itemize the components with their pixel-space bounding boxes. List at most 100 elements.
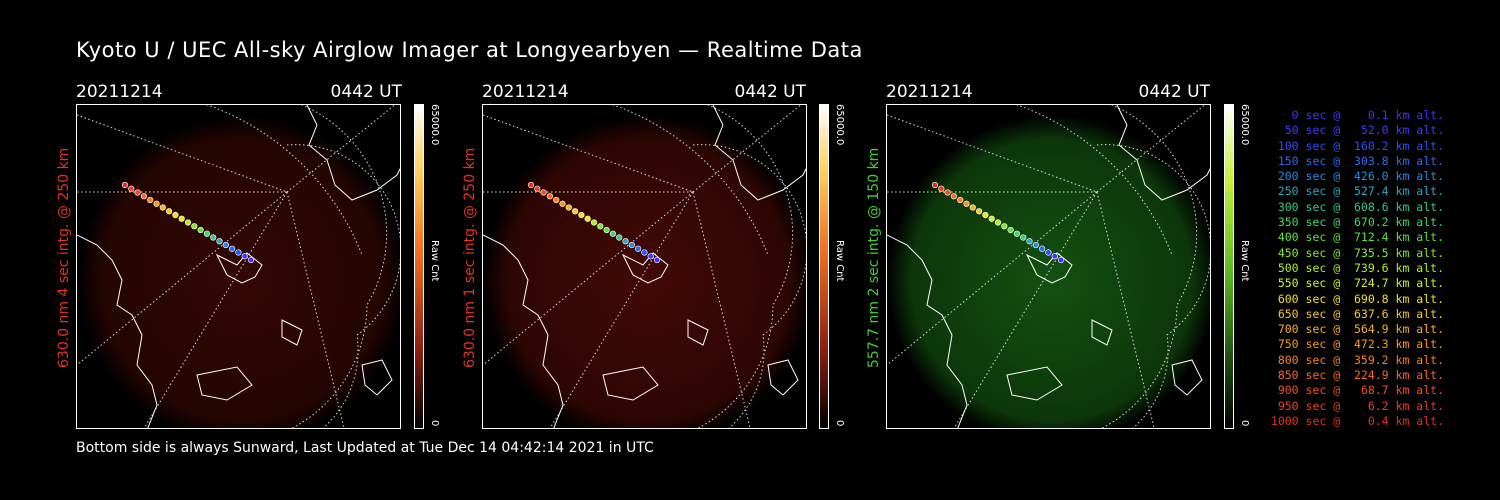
satellite-track-point: [184, 219, 192, 226]
satellite-track-point: [628, 241, 635, 249]
satellite-track-point: [963, 200, 970, 207]
satellite-track-point: [527, 181, 535, 189]
satellite-track-point: [203, 230, 210, 237]
sky-map: [887, 105, 1210, 428]
satellite-track-point: [635, 245, 642, 252]
panel-1-date: 20211214: [76, 82, 163, 102]
panel-1-wavelength-label: 630.0 nm 4 sec intg. @ 250 km: [56, 147, 72, 368]
satellite-track-point: [153, 200, 160, 207]
legend-row: 300 sec @ 608.6 km alt.: [1270, 199, 1444, 214]
legend-row: 150 sec @ 303.8 km alt.: [1270, 153, 1444, 168]
meridian: [692, 191, 751, 428]
legend-row: 800 sec @ 359.2 km alt.: [1270, 352, 1444, 367]
legend-row: 450 sec @ 735.5 km alt.: [1270, 245, 1444, 260]
satellite-track-point: [647, 253, 654, 260]
legend-row: 50 sec @ 52.0 km alt.: [1270, 123, 1444, 138]
satellite-track-point: [546, 193, 553, 200]
legend-row: 0 sec @ 0.1 km alt.: [1270, 108, 1444, 122]
coastline: [1006, 366, 1063, 401]
satellite-track-point: [140, 193, 147, 200]
coastline: [1091, 319, 1113, 346]
latitude-circle: [1096, 144, 1210, 428]
panel-2-colorbar: [819, 104, 829, 429]
legend-row: 100 sec @ 160.2 km alt.: [1270, 138, 1444, 153]
satellite-track-point: [241, 253, 248, 260]
satellite-track-point: [229, 245, 236, 252]
latitude-circle: [286, 144, 400, 428]
panel-1-image: [76, 104, 401, 429]
meridian: [1096, 191, 1155, 428]
panel-3-wavelength-label: 557.7 nm 2 sec intg. @ 150 km: [866, 147, 882, 368]
satellite-track-point: [1057, 256, 1065, 264]
satellite-track-point: [172, 211, 179, 219]
satellite-track-point: [247, 256, 255, 264]
satellite-track-point: [641, 249, 648, 256]
satellite-track-point: [988, 215, 995, 222]
panel-1-colorbar-min: 0: [429, 420, 440, 427]
satellite-track-point: [994, 219, 1002, 226]
legend-row: 650 sec @ 637.6 km alt.: [1270, 306, 1444, 321]
meridian: [286, 191, 345, 428]
coastline: [887, 234, 968, 428]
meridian: [143, 191, 288, 428]
satellite-track-point: [191, 223, 198, 230]
latitude-circle: [206, 105, 363, 256]
meridian: [483, 191, 694, 366]
meridian: [887, 191, 1098, 366]
satellite-track-point: [121, 181, 129, 189]
legend-row: 850 sec @ 224.9 km alt.: [1270, 368, 1444, 383]
legend-row: 700 sec @ 564.9 km alt.: [1270, 322, 1444, 337]
coastline: [215, 252, 263, 284]
panel-2-wavelength-label: 630.0 nm 1 sec intg. @ 250 km: [462, 147, 478, 368]
satellite-track-point: [235, 249, 242, 256]
coastline: [281, 319, 303, 346]
footer-note: Bottom side is always Sunward, Last Upda…: [76, 440, 654, 456]
satellite-track-point: [1045, 249, 1052, 256]
satellite-track-point: [540, 189, 547, 196]
satellite-track-point: [553, 196, 560, 204]
satellite-track-point: [603, 226, 610, 234]
legend-row: 900 sec @ 68.7 km alt.: [1270, 383, 1444, 398]
legend-row: 200 sec @ 426.0 km alt.: [1270, 169, 1444, 184]
satellite-track-point: [1032, 241, 1039, 249]
panel-2-image: [482, 104, 807, 429]
coastline: [1025, 252, 1073, 284]
coastline: [77, 234, 158, 428]
satellite-track-point: [1001, 223, 1008, 230]
altitude-legend: 0 sec @ 0.1 km alt. 50 sec @ 52.0 km alt…: [1262, 108, 1444, 429]
satellite-track-point: [178, 215, 185, 222]
panel-1-colorbar: [414, 104, 424, 429]
satellite-track-point: [982, 211, 989, 219]
satellite-track-point: [950, 193, 957, 200]
satellite-track-point: [197, 226, 204, 234]
meridian: [77, 191, 288, 366]
meridian: [1096, 105, 1206, 193]
panel-2-colorbar-unit: Raw Cnt: [834, 240, 845, 282]
satellite-track-point: [147, 196, 154, 204]
latitude-circle: [612, 105, 769, 256]
satellite-track-point: [159, 204, 166, 211]
legend-row: 1000 sec @ 0.4 km alt.: [1270, 413, 1444, 428]
legend-row: 500 sec @ 739.6 km alt.: [1270, 260, 1444, 275]
meridian: [692, 105, 802, 193]
coastline: [483, 234, 564, 428]
panel-2-colorbar-max: 65000.0: [834, 104, 845, 146]
satellite-track-point: [622, 238, 629, 245]
coastline: [306, 105, 400, 201]
sky-map: [77, 105, 400, 428]
panel-2-date: 20211214: [482, 82, 569, 102]
satellite-track-point: [1039, 245, 1046, 252]
legend-row: 250 sec @ 527.4 km alt.: [1270, 184, 1444, 199]
panel-3-colorbar-min: 0: [1239, 420, 1250, 427]
satellite-track-point: [1051, 253, 1058, 260]
satellite-track-point: [597, 223, 604, 230]
coastline: [687, 319, 709, 346]
panel-3-colorbar-max: 65000.0: [1239, 104, 1250, 146]
satellite-track-point: [216, 238, 223, 245]
satellite-track-point: [969, 204, 976, 211]
satellite-track-point: [534, 185, 541, 192]
coastline: [1116, 105, 1210, 201]
meridian: [549, 191, 694, 428]
satellite-track-point: [1026, 238, 1033, 245]
coastline: [621, 252, 669, 284]
